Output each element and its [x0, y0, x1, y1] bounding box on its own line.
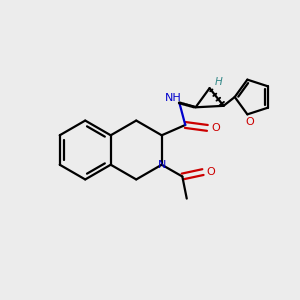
- Text: H: H: [214, 77, 222, 87]
- Text: O: O: [211, 123, 220, 133]
- Text: N: N: [158, 160, 166, 170]
- Text: NH: NH: [164, 93, 181, 103]
- Text: O: O: [245, 117, 254, 127]
- Text: O: O: [207, 167, 216, 177]
